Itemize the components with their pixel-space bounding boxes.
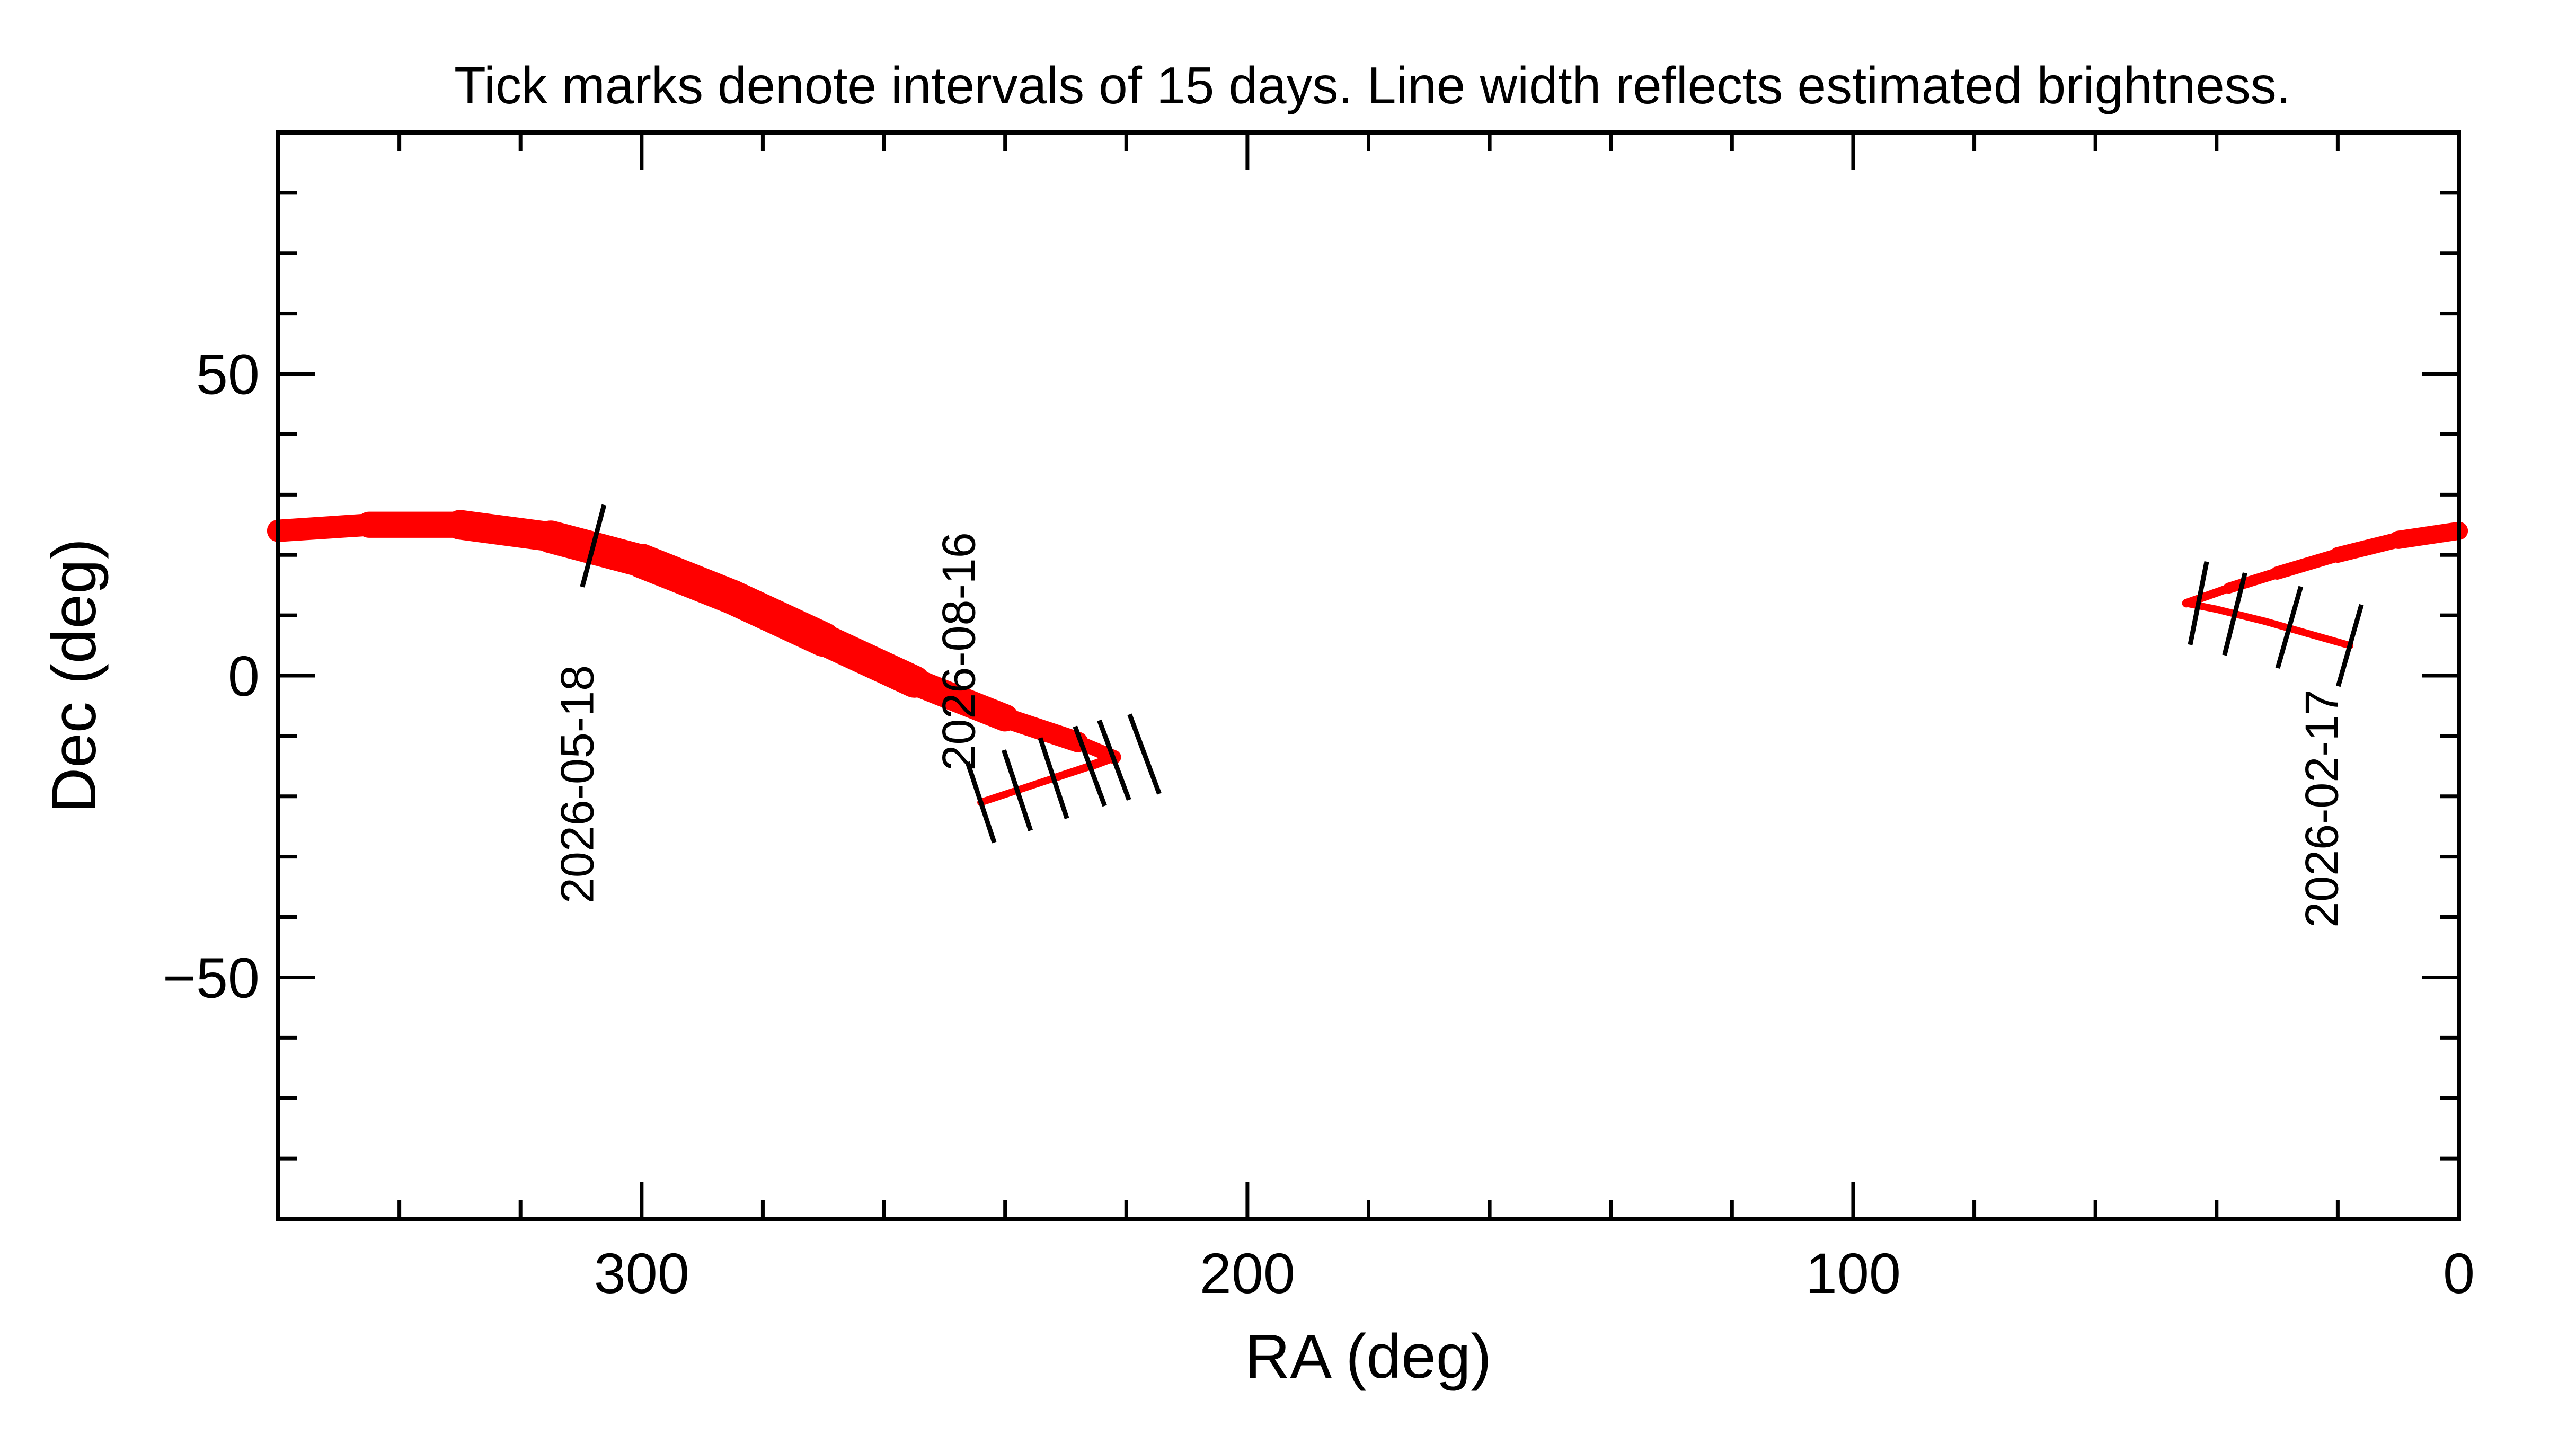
y-tick-label-2: −50 [163,945,260,1009]
interval-mark-0 [2188,561,2209,645]
interval-mark-9 [1002,749,1033,831]
track-segment-2-0 [267,513,380,542]
interval-mark-10 [965,761,997,844]
track-segment-2-5 [715,580,841,657]
track-segment-2-8 [995,707,1088,752]
x-tick-label-1: 200 [1200,1241,1295,1305]
interval-mark-8 [1038,737,1069,819]
track-segment-3-3 [977,786,1021,807]
track-segment-3-0 [1085,752,1119,771]
x-tick-labels: 300 200 100 0 [594,1241,2475,1305]
track-segment-1-1 [2223,568,2283,594]
track-segment-0-3 [2304,630,2354,649]
interval-mark-1 [2222,572,2247,656]
x-axis-label: RA (deg) [1245,1322,1492,1392]
track-segment-1-4 [2389,521,2468,549]
interval-mark-5 [1127,713,1162,795]
interval-mark-3 [2335,604,2364,687]
track-segment-1-2 [2270,548,2344,580]
chart-title: Tick marks denote intervals of 15 days. … [454,56,2291,114]
interval-mark-4 [580,504,607,588]
track-segment-0-1 [2212,605,2269,625]
track-segment-3-1 [1049,762,1094,783]
date-labels: 2026-05-18 2026-08-16 2026-02-17 [551,532,2348,927]
date-label-1: 2026-08-16 [933,532,985,770]
date-label-2: 2026-02-17 [2295,689,2348,928]
track-segment-1-3 [2330,532,2406,563]
y-tick-labels: 50 0 −50 [163,342,260,1010]
plot-frame [276,130,2461,1221]
track-segment-0-2 [2261,617,2312,637]
x-tick-label-2: 100 [1805,1241,1901,1305]
x-tick-label-3: 0 [2443,1241,2475,1305]
track-segment-2-7 [900,668,1019,732]
interval-mark-2 [2275,586,2304,669]
track-segment-2-6 [807,623,931,698]
interval-marks [580,504,2364,844]
interval-mark-7 [1073,725,1107,807]
y-tick-label-1: 0 [228,644,260,708]
track-segment-3-2 [1013,774,1057,794]
x-tick-label-0: 300 [594,1241,689,1305]
y-tick-label-0: 50 [196,342,260,406]
track-segment-1-0 [2182,583,2233,608]
interval-mark-6 [1097,719,1131,801]
date-label-0: 2026-05-18 [551,665,603,903]
ra-dec-track [267,510,2468,807]
y-axis-label: Dec (deg) [39,538,109,813]
